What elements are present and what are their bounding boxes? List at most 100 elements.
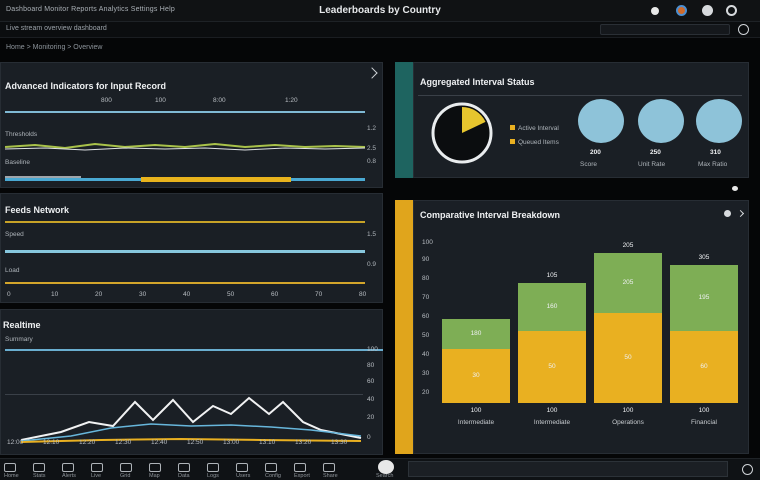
notifications-icon[interactable] — [742, 464, 753, 475]
taskbar-stats-icon[interactable] — [33, 463, 45, 472]
y-tick: 50 — [422, 332, 430, 339]
title-bar: Dashboard Monitor Reports Analytics Sett… — [0, 0, 760, 22]
header-tick: 8:00 — [213, 97, 226, 104]
dot-icon — [732, 186, 738, 191]
taskbar-share-icon[interactable] — [323, 463, 335, 472]
taskbar-config-icon[interactable] — [265, 463, 277, 472]
realtime-line-chart — [21, 396, 362, 443]
taskbar-map-icon[interactable] — [149, 463, 161, 472]
indicators-title: Advanced Indicators for Input Record — [5, 81, 167, 91]
y-tick: 0 — [367, 434, 371, 441]
taskbar-label: Grid — [120, 473, 131, 479]
options-icon[interactable] — [724, 210, 731, 217]
bar-base-label: 100 — [470, 407, 482, 414]
taskbar-search[interactable] — [408, 461, 728, 477]
bar-segment-green — [518, 283, 586, 331]
x-tick: 60 — [271, 291, 279, 298]
bar-segment-yellow — [594, 313, 662, 403]
bar-segment-yellow — [518, 331, 586, 403]
accent-strip-amber — [395, 200, 413, 454]
bar-segment-label: 50 — [624, 354, 632, 361]
summary-line — [5, 349, 383, 351]
bar-segment-green — [594, 253, 662, 313]
accent-strip-teal — [395, 62, 413, 178]
x-tick: 12:50 — [187, 439, 204, 446]
user-icon[interactable] — [726, 5, 737, 16]
sub-toolbar: Live stream overview dashboard — [0, 22, 760, 38]
circle-label: Unit Rate — [638, 161, 666, 168]
signal-line — [5, 142, 365, 150]
circle-value: 310 — [710, 149, 721, 156]
aggregated-panel: Aggregated Interval Status Active Interv… — [413, 62, 749, 178]
taskbar-live-icon[interactable] — [91, 463, 103, 472]
y-tick: 60 — [367, 378, 375, 385]
x-tick: 50 — [227, 291, 235, 298]
taskbar-home-icon[interactable] — [4, 463, 16, 472]
taskbar-active-label: Search — [376, 473, 394, 479]
x-tick: 30 — [139, 291, 147, 298]
bar-segment-label: 180 — [470, 330, 482, 337]
score-circle — [578, 99, 624, 143]
bar-segment-label: 60 — [700, 363, 708, 370]
x-tick: 12:20 — [79, 439, 96, 446]
taskbar-grid-icon[interactable] — [120, 463, 132, 472]
taskbar-label: Users — [236, 473, 251, 479]
load-line — [5, 282, 365, 284]
y-tick: 100 — [367, 346, 378, 353]
taskbar-data-icon[interactable] — [178, 463, 190, 472]
taskbar-label: Map — [149, 473, 160, 479]
bar-top-label: 305 — [698, 254, 710, 261]
speed-bar — [5, 250, 365, 253]
taskbar-label: Config — [265, 473, 281, 479]
bar-segment-label: 205 — [622, 279, 634, 286]
taskbar-label: Live — [91, 473, 102, 479]
subbar-text: Live stream overview dashboard — [6, 25, 107, 32]
refresh-icon[interactable] — [738, 24, 749, 35]
bar-segment-label: 195 — [698, 294, 710, 301]
y-tick: 100 — [422, 239, 433, 246]
bar-segment-green — [442, 319, 510, 349]
row-label: Thresholds — [5, 131, 38, 138]
y-tick: 20 — [422, 389, 430, 396]
taskbar-logs-icon[interactable] — [207, 463, 219, 472]
chevron-right-icon[interactable] — [736, 209, 745, 218]
bar-segment-yellow — [670, 331, 738, 403]
record-icon[interactable] — [651, 7, 659, 15]
menu-strip[interactable]: Dashboard Monitor Reports Analytics Sett… — [6, 6, 175, 13]
speed-line — [5, 221, 365, 223]
browser-icon[interactable] — [676, 5, 687, 16]
circle-value: 250 — [650, 149, 661, 156]
search-input[interactable] — [600, 24, 730, 35]
taskbar-label: Stats — [33, 473, 46, 479]
row-value: 1.2 — [367, 125, 377, 132]
y-tick: 40 — [367, 396, 375, 403]
bar-category-label: Intermediate — [457, 419, 495, 426]
row-label: Speed — [5, 231, 24, 238]
taskbar-users-icon[interactable] — [236, 463, 248, 472]
expand-icon[interactable] — [366, 67, 378, 79]
row-value: 0.9 — [367, 261, 377, 268]
stacked-bar-chart: 180 30 100 Intermediate 105 160 50 100 Intermedi… — [440, 221, 746, 431]
y-tick: 80 — [367, 362, 375, 369]
breakdown-title: Comparative Interval Breakdown — [420, 210, 561, 220]
taskbar-alerts-icon[interactable] — [62, 463, 74, 472]
app-title: Leaderboards by Country — [319, 5, 441, 16]
taskbar-export-icon[interactable] — [294, 463, 306, 472]
grid-line — [5, 394, 363, 395]
circle-label: Score — [580, 161, 597, 168]
bar-category-label: Intermediate — [533, 419, 571, 426]
x-tick: 12:40 — [151, 439, 168, 446]
y-tick: 30 — [422, 370, 430, 377]
realtime-series-tertiary — [21, 437, 362, 443]
x-tick: 13:30 — [331, 439, 348, 446]
settings-icon[interactable] — [702, 5, 713, 16]
x-tick: 13:00 — [223, 439, 240, 446]
taskbar-label: Export — [294, 473, 310, 479]
legend-label: Active Interval — [518, 125, 559, 132]
circle-value: 200 — [590, 149, 601, 156]
x-tick: 20 — [95, 291, 103, 298]
threshold-line — [5, 111, 365, 113]
bar-top-label: 105 — [546, 272, 558, 279]
y-tick: 40 — [422, 351, 430, 358]
realtime-panel: Realtime Summary 100 80 60 40 20 0 12:00… — [0, 309, 383, 455]
